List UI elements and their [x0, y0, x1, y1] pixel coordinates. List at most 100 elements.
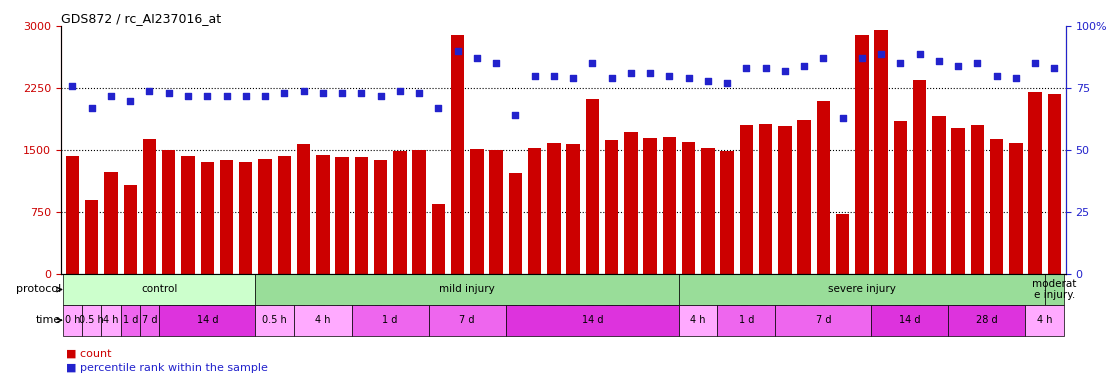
Bar — [490, 150, 503, 274]
Point — [853, 56, 871, 62]
Bar — [505, 305, 679, 336]
Bar — [431, 204, 445, 274]
Text: 7 d: 7 d — [815, 315, 831, 325]
Point — [660, 73, 678, 79]
Text: 7 d: 7 d — [142, 315, 157, 325]
Point — [83, 105, 101, 111]
Text: 1 d: 1 d — [123, 315, 137, 325]
Bar — [566, 144, 579, 274]
Bar — [255, 274, 679, 305]
Point — [776, 68, 793, 74]
Text: ■ percentile rank within the sample: ■ percentile rank within the sample — [66, 363, 268, 373]
Point — [430, 105, 448, 111]
Point — [622, 70, 639, 76]
Bar — [355, 157, 368, 274]
Bar — [63, 305, 82, 336]
Text: moderat
e injury.: moderat e injury. — [1033, 279, 1077, 300]
Bar — [739, 124, 753, 274]
Bar — [1009, 143, 1023, 274]
Bar — [913, 80, 926, 274]
Text: protocol: protocol — [16, 285, 61, 294]
Point — [391, 88, 409, 94]
Point — [833, 115, 851, 121]
Bar — [509, 173, 522, 274]
Bar — [971, 125, 984, 274]
Bar — [258, 159, 271, 274]
Point — [449, 48, 466, 54]
Bar — [605, 140, 618, 274]
Point — [506, 112, 524, 118]
Bar — [952, 128, 965, 274]
Point — [102, 93, 120, 99]
Bar — [585, 99, 599, 274]
Point — [371, 93, 389, 99]
Bar — [681, 142, 696, 274]
Point — [930, 58, 947, 64]
Bar — [893, 121, 907, 274]
Point — [63, 83, 81, 89]
Bar — [1028, 92, 1042, 274]
Bar — [104, 172, 117, 274]
Point — [757, 65, 774, 71]
Bar — [239, 162, 253, 274]
Point — [872, 51, 890, 57]
Point — [738, 65, 756, 71]
Bar — [277, 156, 291, 274]
Text: 4 h: 4 h — [315, 315, 330, 325]
Text: mild injury: mild injury — [439, 285, 495, 294]
Point — [314, 90, 331, 96]
Bar — [316, 155, 329, 274]
Text: 4 h: 4 h — [1037, 315, 1053, 325]
Text: 0 h: 0 h — [64, 315, 80, 325]
Point — [987, 73, 1005, 79]
Bar — [798, 120, 811, 274]
Text: 4 h: 4 h — [690, 315, 706, 325]
Bar — [624, 132, 637, 274]
Point — [160, 90, 177, 96]
Bar — [201, 162, 214, 274]
Bar — [294, 305, 351, 336]
Bar — [429, 305, 505, 336]
Text: 4 h: 4 h — [103, 315, 119, 325]
Text: 14 d: 14 d — [900, 315, 921, 325]
Bar — [527, 148, 542, 274]
Point — [950, 63, 967, 69]
Bar — [121, 305, 140, 336]
Bar — [989, 140, 1004, 274]
Point — [679, 75, 697, 81]
Point — [295, 88, 312, 94]
Point — [1026, 60, 1044, 66]
Point — [584, 60, 602, 66]
Bar — [255, 305, 294, 336]
Bar — [932, 116, 945, 274]
Bar — [393, 151, 407, 274]
Text: 1 d: 1 d — [739, 315, 755, 325]
Point — [488, 60, 505, 66]
Bar — [63, 274, 255, 305]
Point — [564, 75, 582, 81]
Text: severe injury: severe injury — [828, 285, 895, 294]
Bar — [874, 30, 888, 274]
Bar — [373, 160, 388, 274]
Text: 28 d: 28 d — [976, 315, 998, 325]
Point — [276, 90, 294, 96]
Bar — [872, 305, 948, 336]
Text: 0.5 h: 0.5 h — [80, 315, 104, 325]
Bar — [160, 305, 255, 336]
Point — [1007, 75, 1025, 81]
Point — [814, 56, 832, 62]
Bar — [451, 34, 464, 274]
Bar — [948, 305, 1026, 336]
Bar — [679, 305, 718, 336]
Text: 7 d: 7 d — [460, 315, 475, 325]
Point — [699, 78, 717, 84]
Point — [796, 63, 813, 69]
Point — [1046, 65, 1064, 71]
Bar — [644, 138, 657, 274]
Bar — [720, 151, 733, 274]
Bar — [65, 156, 80, 274]
Point — [334, 90, 351, 96]
Bar — [470, 148, 483, 274]
Point — [256, 93, 274, 99]
Bar — [123, 185, 137, 274]
